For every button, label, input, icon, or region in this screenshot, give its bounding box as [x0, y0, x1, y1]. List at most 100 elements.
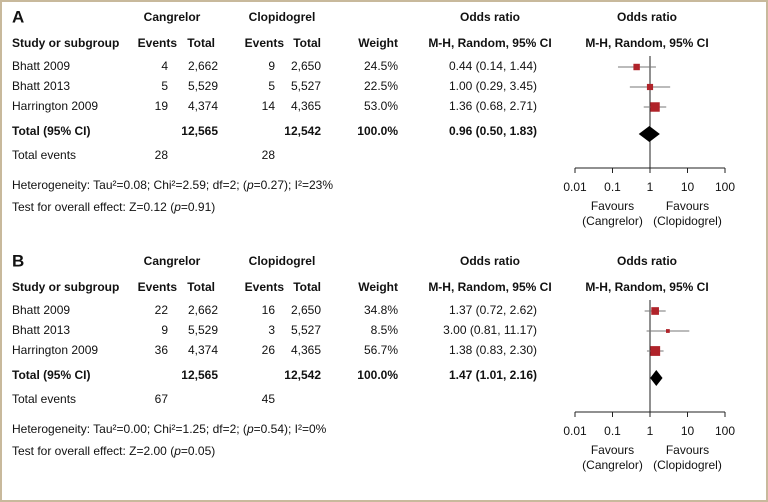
weight: 8.5%	[371, 323, 399, 337]
group-header: Cangrelor	[144, 254, 201, 268]
odds-ratio-text: 1.47 (1.01, 2.16)	[449, 368, 537, 382]
events: 9	[161, 323, 168, 337]
events: 26	[262, 343, 276, 357]
total-label: Total (95% CI)	[12, 124, 90, 138]
x-tick-label: 0.1	[604, 180, 621, 194]
favours-label: Favours	[591, 443, 634, 457]
column-header: Events	[245, 280, 285, 294]
events: 36	[155, 343, 169, 357]
overall-effect-part: Test for overall effect: Z=2.00 (	[12, 444, 174, 458]
study-name: Harrington 2009	[12, 343, 98, 357]
events: 28	[155, 148, 169, 162]
events: 45	[262, 392, 276, 406]
total: 4,365	[291, 99, 321, 113]
group-header: Cangrelor	[144, 10, 201, 24]
total: 4,365	[291, 343, 321, 357]
total: 2,662	[188, 59, 218, 73]
column-header: Weight	[358, 36, 398, 50]
x-tick-label: 0.01	[563, 180, 587, 194]
heterogeneity-part: Heterogeneity: Tau²=0.00; Chi²=1.25; df=…	[12, 422, 247, 436]
study-name: Bhatt 2009	[12, 303, 70, 317]
column-header: Events	[245, 36, 285, 50]
column-header: Total	[187, 280, 215, 294]
favours-label: (Cangrelor)	[582, 458, 643, 472]
heterogeneity-part: =0.54); I²=0%	[254, 422, 327, 436]
study-name: Harrington 2009	[12, 99, 98, 113]
column-header: Events	[138, 280, 178, 294]
total: 2,650	[291, 303, 321, 317]
study-square	[665, 329, 670, 333]
x-tick-label: 0.01	[563, 424, 587, 438]
weight: 100.0%	[357, 368, 398, 382]
favours-label: (Cangrelor)	[582, 214, 643, 228]
forest-panel: B Cangrelor Clopidogrel Odds ratio Odds rati…	[12, 251, 735, 472]
total-label: Total (95% CI)	[12, 368, 90, 382]
odds-ratio-text: 1.00 (0.29, 3.45)	[449, 79, 537, 93]
column-header: M-H, Random, 95% CI	[585, 36, 708, 50]
study-name: Bhatt 2013	[12, 323, 70, 337]
heterogeneity-part: Heterogeneity: Tau²=0.08; Chi²=2.59; df=…	[12, 178, 247, 192]
odds-ratio-text: 0.44 (0.14, 1.44)	[449, 59, 537, 73]
events: 4	[161, 59, 168, 73]
total: 12,565	[181, 368, 218, 382]
overall-effect-part: p	[173, 200, 181, 214]
events: 67	[155, 392, 169, 406]
events: 14	[262, 99, 276, 113]
x-tick-label: 0.1	[604, 424, 621, 438]
favours-label: (Clopidogrel)	[653, 214, 722, 228]
weight: 34.8%	[364, 303, 398, 317]
favours-label: Favours	[591, 199, 634, 213]
events: 9	[268, 59, 275, 73]
total: 5,529	[188, 323, 218, 337]
group-header: Clopidogrel	[249, 254, 316, 268]
events-label: Total events	[12, 392, 76, 406]
total: 2,662	[188, 303, 218, 317]
plot-header: Odds ratio	[617, 10, 677, 24]
x-tick-label: 10	[681, 424, 695, 438]
total: 2,650	[291, 59, 321, 73]
x-tick-label: 1	[647, 180, 654, 194]
study-square	[650, 346, 661, 356]
odds-ratio-text: 0.96 (0.50, 1.83)	[449, 124, 537, 138]
or-header: Odds ratio	[460, 10, 520, 24]
events: 5	[268, 79, 275, 93]
overall-effect-part: =0.05)	[181, 444, 215, 458]
heterogeneity-part: p	[246, 178, 254, 192]
favours-label: (Clopidogrel)	[653, 458, 722, 472]
total: 12,542	[284, 368, 321, 382]
x-tick-label: 10	[681, 180, 695, 194]
panel-label: A	[12, 7, 24, 26]
study-name: Bhatt 2009	[12, 59, 70, 73]
overall-effect: Test for overall effect: Z=2.00 (p=0.05)	[12, 444, 215, 458]
overall-effect-part: Test for overall effect: Z=0.12 (	[12, 200, 174, 214]
study-name: Bhatt 2013	[12, 79, 70, 93]
summary-diamond	[650, 370, 663, 386]
events: 16	[262, 303, 276, 317]
plot-header: Odds ratio	[617, 254, 677, 268]
study-square	[651, 307, 659, 315]
weight: 24.5%	[364, 59, 398, 73]
odds-ratio-text: 1.37 (0.72, 2.62)	[449, 303, 537, 317]
overall-effect-part: p	[173, 444, 181, 458]
total: 4,374	[188, 343, 218, 357]
column-header: Weight	[358, 280, 398, 294]
favours-label: Favours	[666, 199, 709, 213]
events: 22	[155, 303, 169, 317]
column-header: Total	[293, 280, 321, 294]
total: 5,529	[188, 79, 218, 93]
column-header: Study or subgroup	[12, 280, 119, 294]
heterogeneity-part: p	[246, 422, 254, 436]
total: 5,527	[291, 79, 321, 93]
overall-effect-part: =0.91)	[181, 200, 215, 214]
panel-label: B	[12, 251, 24, 270]
group-header: Clopidogrel	[249, 10, 316, 24]
total: 12,565	[181, 124, 218, 138]
weight: 53.0%	[364, 99, 398, 113]
overall-effect: Test for overall effect: Z=0.12 (p=0.91)	[12, 200, 215, 214]
column-header: Study or subgroup	[12, 36, 119, 50]
column-header: Events	[138, 36, 178, 50]
weight: 100.0%	[357, 124, 398, 138]
events: 19	[155, 99, 169, 113]
events: 3	[268, 323, 275, 337]
